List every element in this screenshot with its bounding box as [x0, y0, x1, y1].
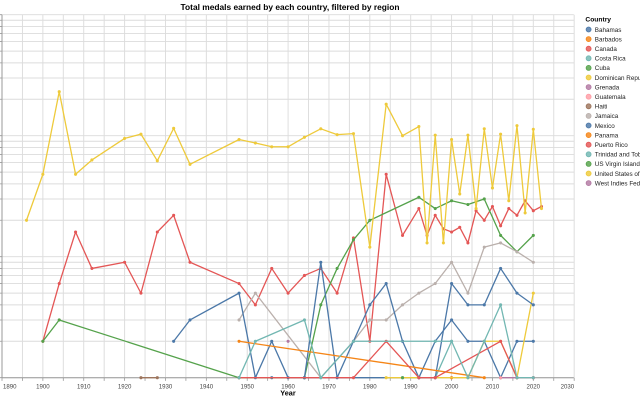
- svg-text:Cuba: Cuba: [595, 65, 611, 72]
- svg-text:1920: 1920: [118, 384, 132, 391]
- svg-text:Panama: Panama: [595, 132, 619, 139]
- svg-text:1950: 1950: [240, 384, 254, 391]
- svg-text:Year: Year: [280, 389, 296, 398]
- svg-text:2030: 2030: [561, 384, 575, 391]
- svg-text:Barbados: Barbados: [595, 36, 622, 43]
- svg-text:Haiti: Haiti: [595, 104, 608, 111]
- svg-text:2020: 2020: [527, 384, 541, 391]
- svg-text:Total medals earned by each co: Total medals earned by each country, fil…: [181, 2, 400, 12]
- svg-text:Trinidad and Tobago: Trinidad and Tobago: [595, 152, 640, 159]
- svg-text:1930: 1930: [159, 384, 173, 391]
- svg-text:Canada: Canada: [595, 46, 618, 53]
- svg-text:1970: 1970: [322, 384, 336, 391]
- svg-text:United States of America: United States of America: [595, 171, 640, 178]
- svg-text:Dominican Republic: Dominican Republic: [595, 75, 640, 82]
- svg-text:1990: 1990: [404, 384, 418, 391]
- svg-text:1910: 1910: [77, 384, 91, 391]
- svg-text:US Virgin Islands: US Virgin Islands: [595, 161, 640, 168]
- svg-text:Mexico: Mexico: [595, 123, 615, 130]
- svg-text:Bahamas: Bahamas: [595, 27, 622, 34]
- svg-text:West Indies Federation: West Indies Federation: [595, 180, 640, 187]
- svg-text:1940: 1940: [200, 384, 214, 391]
- svg-text:1980: 1980: [363, 384, 377, 391]
- svg-text:Guatemala: Guatemala: [595, 94, 626, 101]
- svg-text:2010: 2010: [486, 384, 500, 391]
- svg-text:Country: Country: [585, 16, 611, 23]
- svg-text:Grenada: Grenada: [595, 84, 620, 91]
- svg-text:1960: 1960: [281, 384, 295, 391]
- svg-text:Puerto Rico: Puerto Rico: [595, 142, 628, 149]
- svg-text:Costa Rica: Costa Rica: [595, 56, 626, 63]
- svg-text:Jamaica: Jamaica: [595, 113, 619, 120]
- svg-text:1890: 1890: [3, 384, 17, 391]
- svg-text:1900: 1900: [36, 384, 50, 391]
- svg-text:2000: 2000: [445, 384, 459, 391]
